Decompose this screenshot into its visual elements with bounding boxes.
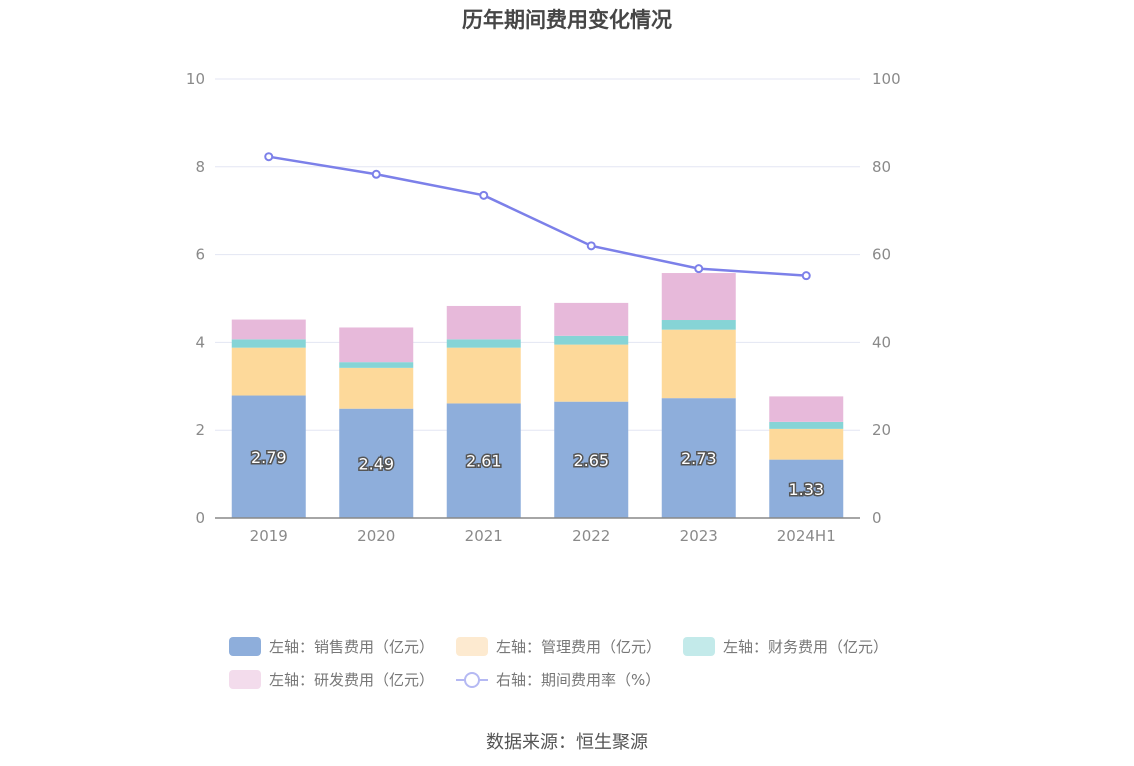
point-expense-rate-2019 bbox=[264, 152, 274, 162]
y-left-tick-label-2: 2 bbox=[195, 421, 205, 439]
point-expense-rate-2023 bbox=[694, 264, 704, 274]
bar-2020-series-1 bbox=[339, 367, 414, 409]
x-tick-label-2024H1: 2024H1 bbox=[777, 527, 836, 545]
legend-label-sales: 左轴：销售费用（亿元） bbox=[269, 638, 435, 656]
data-label-sales-2020: 2.49 bbox=[358, 454, 394, 473]
y-right-tick-label-100: 100 bbox=[872, 70, 901, 88]
bar-2019-series-0 bbox=[231, 395, 306, 518]
legend-row-1: 左轴：销售费用（亿元） 左轴：管理费用（亿元） 左轴：财务费用（亿元） bbox=[229, 630, 929, 663]
legend-label-finance: 左轴：财务费用（亿元） bbox=[723, 638, 889, 656]
legend-swatch-rnd bbox=[229, 670, 261, 689]
bar-2023-series-0 bbox=[661, 398, 736, 518]
bar-2024H1-series-3 bbox=[769, 396, 844, 422]
legend-label-rnd: 左轴：研发费用（亿元） bbox=[269, 671, 435, 689]
y-left-tick-label-6: 6 bbox=[195, 246, 205, 264]
x-tick-label-2020: 2020 bbox=[357, 527, 395, 545]
bar-2020-series-2 bbox=[339, 362, 414, 368]
bar-2024H1-series-0 bbox=[769, 459, 844, 518]
legend-row-2: 左轴：研发费用（亿元） 右轴：期间费用率（%） bbox=[229, 663, 929, 696]
legend-item-rnd[interactable]: 左轴：研发费用（亿元） bbox=[229, 669, 434, 690]
legend-swatch-admin bbox=[456, 637, 489, 656]
bar-2022-series-0 bbox=[554, 401, 629, 518]
x-tick-label-2021: 2021 bbox=[465, 527, 503, 545]
legend-item-admin[interactable]: 左轴：管理费用（亿元） bbox=[456, 636, 661, 657]
y-right-tick-label-80: 80 bbox=[872, 158, 891, 176]
point-expense-rate-2020 bbox=[371, 169, 381, 179]
point-expense-rate-2024H1 bbox=[801, 271, 811, 281]
bar-2022-series-2 bbox=[554, 335, 629, 345]
data-label-sales-2022: 2.65 bbox=[573, 451, 609, 470]
bar-2023-series-3 bbox=[661, 273, 736, 321]
x-tick-label-2019: 2019 bbox=[250, 527, 288, 545]
chart-legend: 左轴：销售费用（亿元） 左轴：管理费用（亿元） 左轴：财务费用（亿元） 左轴：研… bbox=[229, 630, 929, 696]
y-right-tick-label-60: 60 bbox=[872, 246, 891, 264]
bar-2022-series-1 bbox=[554, 344, 629, 402]
stacked-bar-line-chart: 02468100204060801002.7920192.4920202.612… bbox=[186, 70, 901, 545]
bar-2019-series-1 bbox=[231, 347, 306, 396]
bar-2021-series-3 bbox=[446, 305, 521, 340]
legend-swatch-sales bbox=[229, 637, 261, 656]
legend-item-expense-rate[interactable]: 右轴：期间费用率（%） bbox=[456, 669, 660, 690]
y-left-tick-label-10: 10 bbox=[186, 70, 205, 88]
legend-item-sales[interactable]: 左轴：销售费用（亿元） bbox=[229, 636, 434, 657]
bar-2024H1-series-1 bbox=[769, 428, 844, 460]
data-label-sales-2021: 2.61 bbox=[466, 452, 502, 471]
bar-2021-series-0 bbox=[446, 403, 521, 518]
bar-2024H1-series-2 bbox=[769, 421, 844, 429]
y-right-tick-label-20: 20 bbox=[872, 421, 891, 439]
line-expense-rate bbox=[268, 155, 807, 277]
bar-2019-series-3 bbox=[231, 319, 306, 340]
data-source: 数据来源：恒生聚源 bbox=[486, 732, 648, 753]
y-right-tick-label-40: 40 bbox=[872, 333, 891, 351]
point-expense-rate-2021 bbox=[479, 190, 489, 200]
legend-item-finance[interactable]: 左轴：财务费用（亿元） bbox=[683, 636, 888, 657]
bar-2023-series-2 bbox=[661, 320, 736, 330]
data-label-sales-2024H1: 1.33 bbox=[788, 480, 824, 499]
data-label-sales-2023: 2.73 bbox=[681, 449, 717, 468]
x-tick-label-2022: 2022 bbox=[572, 527, 610, 545]
bar-2020-series-0 bbox=[339, 408, 414, 518]
bar-2021-series-1 bbox=[446, 347, 521, 404]
bar-2023-series-1 bbox=[661, 329, 736, 399]
legend-swatch-finance bbox=[683, 637, 716, 656]
y-left-tick-label-4: 4 bbox=[195, 333, 205, 351]
y-right-tick-label-0: 0 bbox=[872, 509, 882, 527]
data-label-sales-2019: 2.79 bbox=[251, 448, 287, 467]
legend-swatch-expense-rate bbox=[456, 670, 489, 689]
bar-2019-series-2 bbox=[231, 339, 306, 348]
y-left-tick-label-8: 8 bbox=[195, 158, 205, 176]
bar-2021-series-2 bbox=[446, 339, 521, 348]
chart-title: 历年期间费用变化情况 bbox=[462, 8, 672, 32]
point-expense-rate-2022 bbox=[586, 241, 596, 251]
bar-2022-series-3 bbox=[554, 302, 629, 336]
bar-2020-series-3 bbox=[339, 327, 414, 363]
legend-label-admin: 左轴：管理费用（亿元） bbox=[496, 638, 662, 656]
legend-label-expense-rate: 右轴：期间费用率（%） bbox=[496, 671, 661, 689]
x-tick-label-2023: 2023 bbox=[680, 527, 718, 545]
y-left-tick-label-0: 0 bbox=[195, 509, 205, 527]
